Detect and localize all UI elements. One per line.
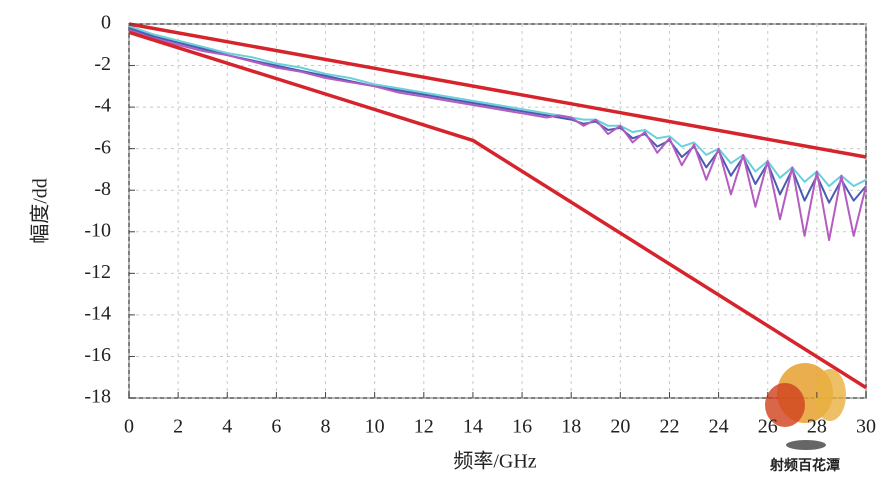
y-tick-label: -16 [84, 344, 111, 366]
watermark: 射频百花潭 [769, 457, 840, 474]
x-tick-label: 16 [512, 416, 532, 438]
x-tick-label: 12 [414, 416, 434, 438]
x-tick-label: 14 [463, 416, 483, 438]
x-tick-label: 20 [610, 416, 630, 438]
x-tick-label: 28 [807, 416, 827, 438]
y-tick-label: -10 [84, 219, 111, 241]
y-tick-label: -2 [94, 53, 111, 75]
series-line [128, 30, 867, 390]
y-tick-label: -18 [84, 386, 111, 408]
y-tick-label: -8 [94, 178, 111, 200]
x-tick-label: 10 [365, 416, 385, 438]
y-tick-label: -12 [84, 261, 111, 283]
x-tick-label: 6 [271, 416, 281, 438]
x-tick-label: 2 [173, 416, 183, 438]
series-line [128, 25, 867, 188]
x-tick-label: 0 [124, 416, 134, 438]
x-tick-label: 4 [222, 416, 232, 438]
series-line [128, 29, 867, 242]
series-line [128, 22, 867, 159]
y-tick-label: 0 [101, 12, 111, 34]
x-tick-label: 26 [758, 416, 778, 438]
x-tick-label: 30 [856, 416, 876, 438]
y-axis-label: 幅度/dd [29, 178, 52, 244]
y-tick-label: -6 [94, 136, 111, 158]
x-tick-label: 18 [561, 416, 581, 438]
x-tick-label: 8 [321, 416, 331, 438]
x-tick-label: 22 [659, 416, 679, 438]
plot-layer [128, 22, 867, 399]
plot-frame [128, 23, 867, 399]
y-tick-label: -14 [84, 302, 111, 324]
y-tick-label: -4 [94, 95, 111, 117]
x-tick-label: 24 [709, 416, 729, 438]
logo [765, 363, 846, 450]
x-axis-label: 频率/GHz [453, 450, 536, 473]
